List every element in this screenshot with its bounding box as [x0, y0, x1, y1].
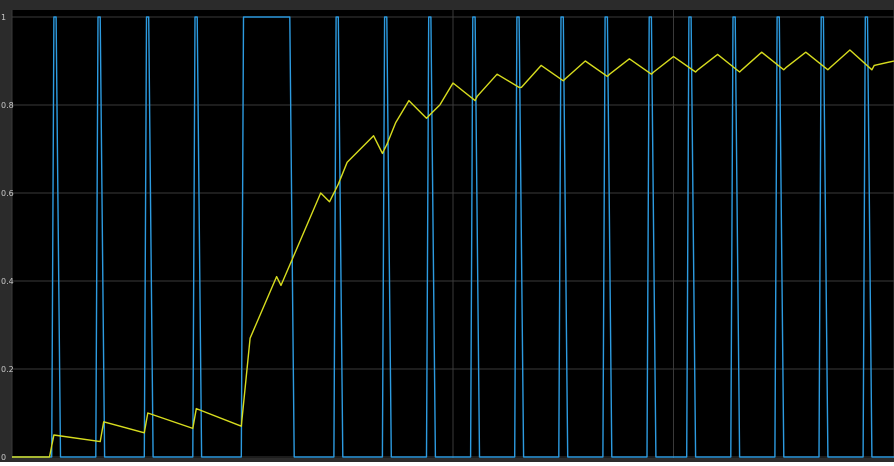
y-tick-label: 0 — [1, 453, 6, 462]
series-line-1 — [12, 16, 894, 458]
series-line-2 — [12, 49, 894, 458]
y-tick-label: 0.4 — [1, 277, 14, 286]
y-tick-label: 0.8 — [1, 101, 14, 110]
y-tick-labels: 0 0.2 0.4 0.6 0.8 1 — [1, 13, 14, 462]
y-tick-label: 1 — [1, 13, 6, 22]
y-tick-label: 0.2 — [1, 365, 14, 374]
y-tick-label: 0.6 — [1, 189, 14, 198]
series-layer — [12, 16, 894, 458]
